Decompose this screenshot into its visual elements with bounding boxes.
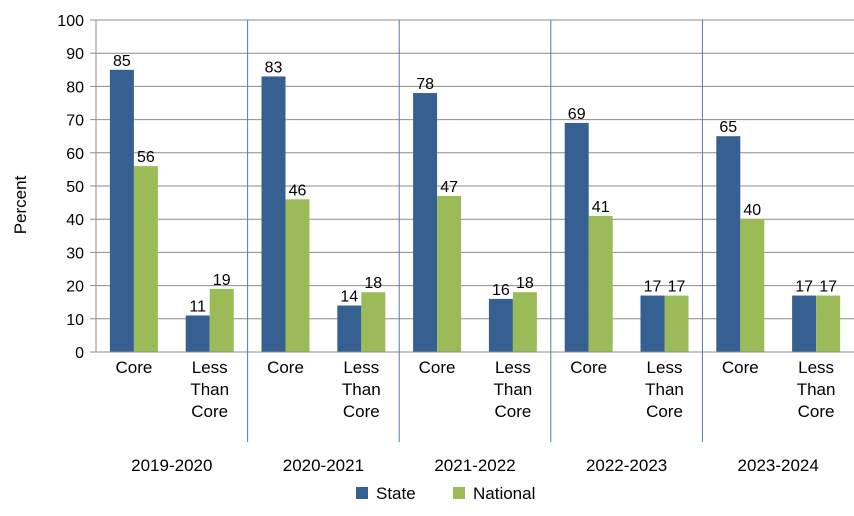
- group-label: 2019-2020: [131, 456, 212, 475]
- y-tick-label: 30: [66, 245, 84, 262]
- category-label: Than: [342, 380, 381, 399]
- data-label: 17: [795, 279, 813, 296]
- bar-state: [792, 295, 817, 352]
- bar-state: [109, 69, 134, 353]
- category-label: Core: [646, 402, 683, 421]
- data-label: 17: [644, 279, 662, 296]
- data-label: 78: [416, 76, 434, 93]
- data-label: 19: [213, 272, 231, 289]
- bar-national: [285, 199, 310, 352]
- data-label: 85: [113, 53, 131, 70]
- category-label: Less: [495, 358, 531, 377]
- bar-state: [413, 93, 438, 352]
- bar-state: [185, 315, 210, 352]
- category-label: Core: [343, 402, 380, 421]
- category-label: Core: [722, 358, 759, 377]
- data-label: 18: [364, 275, 382, 292]
- category-label: Core: [798, 402, 835, 421]
- data-label: 41: [592, 199, 610, 216]
- y-axis-label: Percent: [11, 175, 30, 234]
- bar-national: [816, 295, 841, 352]
- legend-label-state: State: [376, 484, 416, 503]
- category-label: Than: [645, 380, 684, 399]
- category-label: Than: [797, 380, 836, 399]
- y-tick-label: 10: [66, 312, 84, 329]
- category-label: Core: [570, 358, 607, 377]
- data-label: 69: [568, 106, 586, 123]
- y-tick-label: 100: [57, 13, 84, 30]
- group-label: 2020-2021: [283, 456, 364, 475]
- bar-national: [133, 166, 158, 352]
- bar-state: [716, 136, 741, 352]
- data-label: 40: [743, 202, 761, 219]
- category-label: Core: [494, 402, 531, 421]
- legend-label-national: National: [473, 484, 535, 503]
- category-label: Core: [191, 402, 228, 421]
- bar-state: [640, 295, 665, 352]
- bar-state: [261, 76, 286, 352]
- bar-state: [337, 305, 362, 352]
- y-tick-label: 90: [66, 46, 84, 63]
- legend-swatch-state: [356, 487, 368, 499]
- y-tick-label: 50: [66, 179, 84, 196]
- category-label: Core: [115, 358, 152, 377]
- data-label: 56: [137, 149, 155, 166]
- data-label: 65: [719, 119, 737, 136]
- category-label: Less: [798, 358, 834, 377]
- category-label: Less: [343, 358, 379, 377]
- y-tick-label: 70: [66, 113, 84, 130]
- category-label: Than: [190, 380, 229, 399]
- data-label: 16: [492, 282, 510, 299]
- data-label: 18: [516, 275, 534, 292]
- category-label: Than: [494, 380, 533, 399]
- y-tick-label: 20: [66, 279, 84, 296]
- bar-national: [664, 295, 689, 352]
- bar-national: [512, 292, 537, 352]
- y-tick-label: 40: [66, 212, 84, 229]
- category-label: Core: [419, 358, 456, 377]
- bar-national: [740, 219, 765, 352]
- data-label: 17: [668, 279, 686, 296]
- y-tick-label: 60: [66, 146, 84, 163]
- category-label: Less: [647, 358, 683, 377]
- legend-swatch-national: [453, 487, 465, 499]
- category-label: Core: [267, 358, 304, 377]
- data-label: 83: [265, 59, 283, 76]
- data-label: 14: [340, 289, 358, 306]
- data-label: 17: [819, 279, 837, 296]
- bar-state: [564, 122, 589, 352]
- data-label: 46: [289, 182, 307, 199]
- data-label: 11: [189, 298, 206, 315]
- bar-national: [437, 195, 462, 352]
- bar-national: [361, 292, 386, 352]
- y-tick-label: 0: [75, 345, 84, 362]
- category-label: Less: [192, 358, 228, 377]
- bar-national: [588, 215, 613, 352]
- bar-national: [209, 288, 234, 352]
- bar-state: [488, 298, 513, 352]
- data-label: 47: [440, 179, 458, 196]
- group-label: 2023-2024: [738, 456, 819, 475]
- y-tick-label: 80: [66, 79, 84, 96]
- group-label: 2021-2022: [434, 456, 515, 475]
- group-label: 2022-2023: [586, 456, 667, 475]
